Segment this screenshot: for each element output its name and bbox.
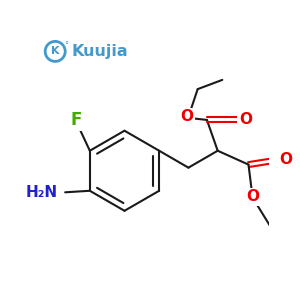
Text: Kuujia: Kuujia xyxy=(71,44,128,59)
Text: K: K xyxy=(51,46,59,56)
Text: O: O xyxy=(279,152,292,167)
Text: O: O xyxy=(239,112,252,128)
Text: °: ° xyxy=(64,41,68,50)
Text: F: F xyxy=(70,111,82,129)
Text: O: O xyxy=(246,189,259,204)
Text: O: O xyxy=(180,110,194,124)
Text: H₂N: H₂N xyxy=(25,185,58,200)
